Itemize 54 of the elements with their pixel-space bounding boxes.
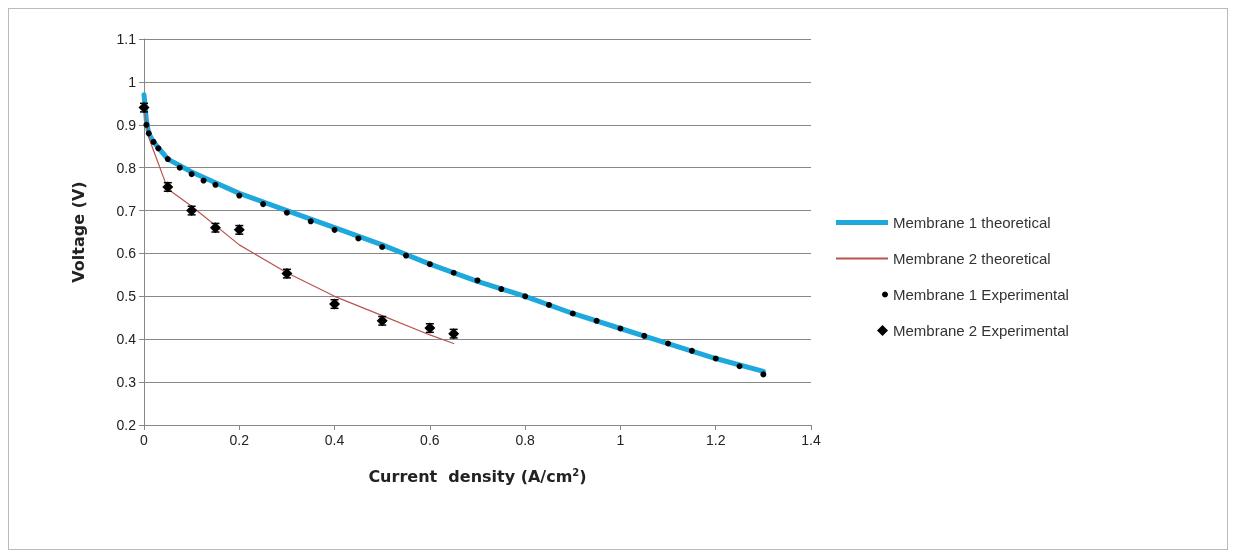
point bbox=[760, 371, 767, 378]
y-axis-title: Voltage (V) bbox=[68, 181, 88, 283]
y-tick-label: 0.2 bbox=[116, 417, 137, 433]
point bbox=[641, 332, 648, 339]
y-tick-label: 0.9 bbox=[116, 116, 137, 133]
point bbox=[212, 181, 219, 188]
x-tick-label: 1.2 bbox=[705, 432, 726, 448]
legend-label: Membrane 1 Experimental bbox=[893, 286, 1069, 303]
y-tick-label: 0.5 bbox=[116, 288, 137, 305]
y-tick-label: 0.7 bbox=[116, 202, 137, 219]
x-tick-label: 1 bbox=[616, 432, 625, 448]
y-tick-label: 0.3 bbox=[116, 374, 137, 391]
point bbox=[474, 277, 481, 284]
point bbox=[426, 261, 433, 268]
point bbox=[188, 171, 195, 178]
legend-label: Membrane 1 theoretical bbox=[893, 214, 1051, 231]
x-tick-label: 0 bbox=[140, 432, 149, 448]
y-tick-label: 1.1 bbox=[116, 31, 137, 47]
x-tick-label: 1.4 bbox=[801, 432, 821, 448]
x-tick-label: 0.4 bbox=[324, 432, 345, 448]
x-tick-label: 0.8 bbox=[515, 432, 536, 448]
point bbox=[379, 244, 386, 251]
y-tick-label: 1 bbox=[128, 73, 137, 90]
point bbox=[138, 102, 150, 114]
point bbox=[736, 363, 743, 370]
point bbox=[155, 145, 162, 152]
point bbox=[688, 347, 695, 354]
x-tick-label: 0.2 bbox=[229, 432, 250, 448]
point bbox=[593, 317, 600, 324]
y-tick-label: 0.8 bbox=[116, 159, 137, 176]
point bbox=[200, 177, 207, 184]
point bbox=[307, 218, 314, 225]
y-tick-label: 0.4 bbox=[116, 331, 137, 348]
y-tick-label: 0.6 bbox=[116, 245, 137, 262]
point bbox=[665, 340, 672, 347]
point bbox=[283, 209, 290, 216]
point bbox=[143, 121, 150, 128]
point bbox=[260, 201, 267, 208]
point bbox=[145, 130, 152, 137]
point bbox=[498, 286, 505, 293]
point bbox=[164, 156, 171, 163]
x-tick-label: 0.6 bbox=[420, 432, 440, 448]
legend-label: Membrane 2 theoretical bbox=[893, 250, 1051, 267]
point bbox=[355, 235, 362, 242]
point bbox=[331, 226, 338, 233]
point bbox=[522, 293, 529, 300]
point bbox=[450, 269, 457, 276]
point bbox=[545, 301, 552, 308]
point bbox=[150, 138, 157, 145]
point bbox=[617, 325, 624, 332]
point bbox=[403, 252, 410, 259]
point bbox=[176, 164, 183, 171]
legend-label: Membrane 2 Experimental bbox=[893, 322, 1069, 339]
point bbox=[569, 310, 576, 317]
